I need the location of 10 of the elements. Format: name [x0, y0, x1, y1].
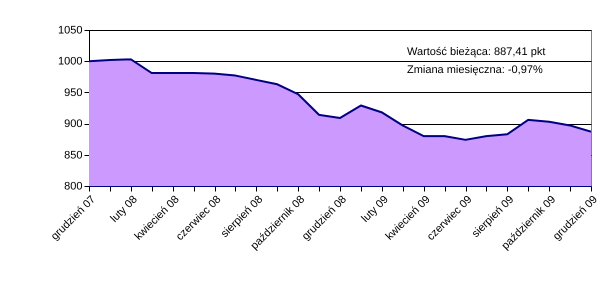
annotation: Wartość bieżąca: 887,41 pkt: [407, 46, 546, 58]
y-tick-label: 1000: [58, 56, 82, 68]
y-tick-label: 950: [64, 86, 82, 99]
x-tick-label: luty 08: [108, 194, 140, 225]
y-tick-label: 1050: [58, 24, 82, 36]
y-tick-label: 900: [64, 118, 82, 130]
y-tick-label: 850: [64, 149, 82, 162]
y-tick-label: 800: [64, 180, 82, 192]
x-tick-label: luty 09: [359, 194, 391, 225]
annotation: Zmiana miesięczna: -0,97%: [407, 64, 543, 76]
